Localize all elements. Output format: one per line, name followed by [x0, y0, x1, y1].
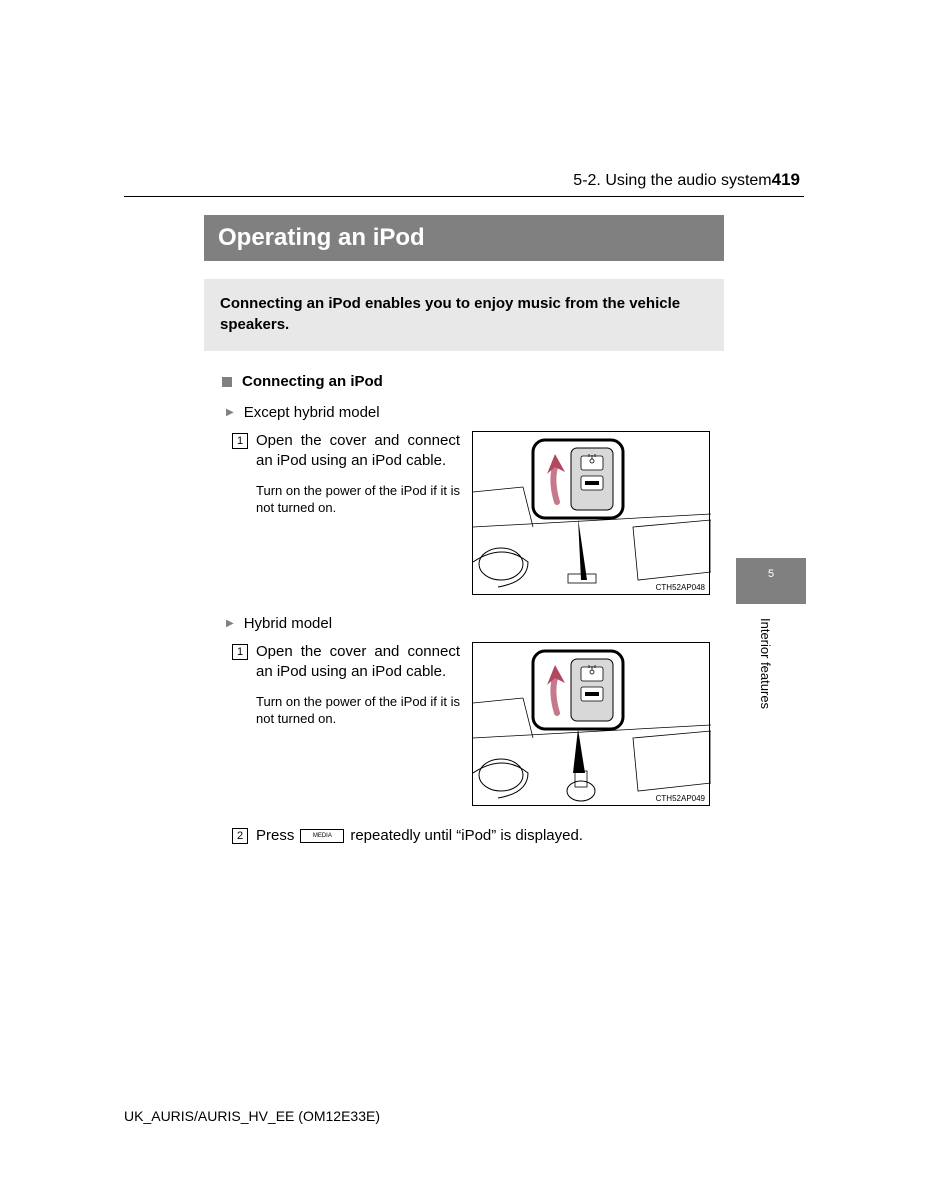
- page-number: 419: [772, 170, 800, 190]
- step-number-box: 1: [232, 433, 248, 449]
- content-column: Operating an iPod Connecting an iPod ena…: [204, 215, 724, 844]
- triangle-icon: ▶: [226, 618, 234, 629]
- variant-a-step: 1 Open the cover and connect an iPod usi…: [232, 431, 724, 595]
- chapter-number: 5: [768, 568, 774, 580]
- diagram-a: CTH52AP048: [472, 431, 710, 595]
- variant-a-label-row: ▶ Except hybrid model: [226, 404, 724, 421]
- chapter-tab: 5: [736, 558, 806, 604]
- diagram-b: CTH52AP049: [472, 642, 710, 806]
- dashboard-illustration-icon: [473, 432, 711, 596]
- variant-a-text: 1 Open the cover and connect an iPod usi…: [232, 431, 472, 595]
- step-number-box: 2: [232, 828, 248, 844]
- sub-heading-text: Connecting an iPod: [242, 373, 383, 390]
- step-main-text: Open the cover and connect an iPod using…: [256, 642, 460, 683]
- intro-box: Connecting an iPod enables you to enjoy …: [204, 279, 724, 351]
- square-bullet-icon: [222, 377, 232, 387]
- variant-b-label: Hybrid model: [244, 615, 332, 632]
- dashboard-illustration-icon: [473, 643, 711, 807]
- sub-heading: Connecting an iPod: [222, 373, 724, 390]
- page-header: 5-2. Using the audio system 419: [124, 170, 804, 197]
- variant-b-label-row: ▶ Hybrid model: [226, 615, 724, 632]
- diagram-code: CTH52AP048: [656, 583, 705, 592]
- section-label: 5-2. Using the audio system: [573, 172, 771, 190]
- step-2-row: 2 Press MEDIA repeatedly until “iPod” is…: [232, 826, 724, 844]
- media-button-icon: MEDIA: [300, 829, 344, 843]
- step-sub-text: Turn on the power of the iPod if it is n…: [256, 482, 460, 517]
- footer-text: UK_AURIS/AURIS_HV_EE (OM12E33E): [124, 1108, 380, 1124]
- page-title: Operating an iPod: [204, 215, 724, 261]
- variant-b-text: 1 Open the cover and connect an iPod usi…: [232, 642, 472, 806]
- variant-b-step: 1 Open the cover and connect an iPod usi…: [232, 642, 724, 806]
- chapter-label: Interior features: [758, 618, 773, 709]
- page-content: 5-2. Using the audio system 419 Operatin…: [124, 170, 804, 844]
- step2-after: repeatedly until “iPod” is displayed.: [350, 827, 583, 844]
- step2-before: Press: [256, 827, 294, 844]
- step-main-text: Open the cover and connect an iPod using…: [256, 431, 460, 472]
- step-sub-text: Turn on the power of the iPod if it is n…: [256, 693, 460, 728]
- diagram-code: CTH52AP049: [656, 794, 705, 803]
- triangle-icon: ▶: [226, 407, 234, 418]
- variant-a-label: Except hybrid model: [244, 404, 380, 421]
- step-number-box: 1: [232, 644, 248, 660]
